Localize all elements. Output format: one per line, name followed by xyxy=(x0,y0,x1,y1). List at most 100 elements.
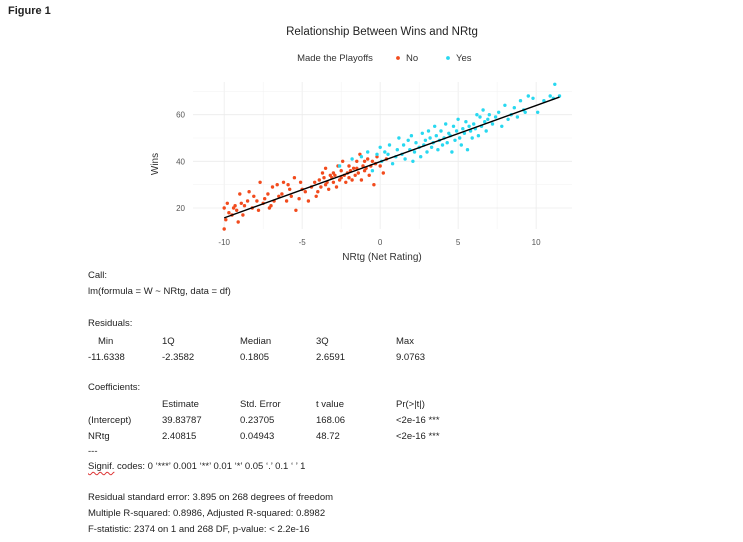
scatter-point-no xyxy=(367,173,371,177)
scatter-point-no xyxy=(323,166,328,170)
scatter-point-yes xyxy=(542,99,546,103)
scatter-point-yes xyxy=(386,152,390,156)
coef-std-error: 0.04943 xyxy=(240,431,275,442)
scatter-point-no xyxy=(362,159,367,163)
scatter-point-yes xyxy=(490,122,495,126)
y-tick-label: 40 xyxy=(176,157,185,166)
x-tick-label: 10 xyxy=(532,238,541,247)
scatter-point-no xyxy=(372,183,376,187)
scatter-point-yes xyxy=(478,115,482,119)
scatter-point-no xyxy=(297,197,301,201)
scatter-point-yes xyxy=(536,110,540,115)
scatter-point-no xyxy=(225,201,229,205)
scatter-point-no xyxy=(320,171,325,175)
scatter-point-yes xyxy=(411,159,415,163)
scatter-point-yes xyxy=(397,136,401,140)
scatter-point-no xyxy=(303,190,307,194)
y-tick-label: 20 xyxy=(176,204,185,213)
scatter-point-yes xyxy=(461,127,465,131)
scatter-point-yes xyxy=(409,134,414,138)
scatter-point-yes xyxy=(423,138,428,142)
scatter-point-no xyxy=(238,192,242,196)
scatter-point-no xyxy=(341,159,345,163)
scatter-point-no xyxy=(241,213,245,217)
scatter-point-yes xyxy=(350,157,354,161)
scatter-point-yes xyxy=(548,94,552,98)
legend-key-yes xyxy=(446,56,450,60)
scatter-point-no xyxy=(247,190,251,194)
residuals-col: Min xyxy=(98,336,114,347)
scatter-point-yes xyxy=(395,148,399,152)
scatter-point-yes xyxy=(526,94,530,98)
scatter-point-no xyxy=(263,197,267,201)
chart-ticks: -10 -5 0 5 10 20 40 60 xyxy=(176,111,541,247)
scatter-point-yes xyxy=(428,136,432,140)
scatter-point-yes xyxy=(406,138,410,142)
coef-col: Std. Error xyxy=(240,399,281,410)
scatter-point-yes xyxy=(429,145,434,149)
residuals-col: 3Q xyxy=(316,336,329,347)
scatter-point-yes xyxy=(387,143,392,147)
scatter-point-no xyxy=(277,194,281,198)
scatter-point-yes xyxy=(433,124,437,128)
scatter-point-no xyxy=(316,190,320,194)
scatter-point-yes xyxy=(454,129,459,133)
scatter-point-yes xyxy=(444,122,448,126)
coef-col: t value xyxy=(316,399,344,410)
scatter-point-yes xyxy=(378,145,382,149)
scatter-point-no xyxy=(239,201,243,205)
scatter-point-yes xyxy=(450,150,454,154)
x-axis-title: NRtg (Net Rating) xyxy=(342,252,421,263)
coef-t-value: 48.72 xyxy=(316,431,340,442)
x-tick-label: -10 xyxy=(218,238,230,247)
scatter-point-yes xyxy=(515,115,520,119)
scatter-point-yes xyxy=(451,124,456,128)
scatter-point-no xyxy=(281,180,286,184)
scatter-point-yes xyxy=(445,141,449,145)
scatter-point-no xyxy=(370,159,375,163)
scatter-point-no xyxy=(344,180,348,184)
scatter-point-no xyxy=(224,218,228,222)
scatter-point-no xyxy=(222,206,226,210)
scatter-point-no xyxy=(245,199,250,203)
scatter-point-yes xyxy=(467,124,471,128)
scatter-point-yes xyxy=(412,150,417,154)
x-tick-label: 5 xyxy=(456,238,461,247)
scatter-point-yes xyxy=(425,150,429,154)
coef-p-value: <2e-16 *** xyxy=(396,415,440,426)
scatter-point-no xyxy=(353,173,357,177)
scatter-point-no xyxy=(256,208,261,212)
scatter-point-yes xyxy=(503,103,507,108)
call-header: Call: xyxy=(88,270,108,281)
scatter-point-no xyxy=(355,159,359,163)
coef-col: Pr(>|t|) xyxy=(396,399,425,410)
scatter-point-no xyxy=(366,157,370,161)
scatter-point-yes xyxy=(359,155,364,159)
scatter-point-yes xyxy=(483,120,487,124)
scatter-point-no xyxy=(313,180,317,184)
scatter-point-yes xyxy=(434,134,438,138)
scatter-point-no xyxy=(258,180,262,184)
scatter-point-yes xyxy=(553,82,557,87)
scatter-point-yes xyxy=(436,148,440,152)
x-tick-label: 0 xyxy=(378,238,383,247)
scatter-point-no xyxy=(347,164,351,168)
coef-std-error: 0.23705 xyxy=(240,415,275,426)
f-statistic: F-statistic: 2374 on 1 and 268 DF, p-val… xyxy=(88,524,310,535)
residuals-header: Residuals: xyxy=(88,318,133,329)
residuals-col: 1Q xyxy=(162,336,175,347)
scatter-point-yes xyxy=(383,150,387,154)
scatter-point-yes xyxy=(497,110,501,115)
scatter-point-no xyxy=(294,208,298,212)
scatter-point-no xyxy=(347,176,351,180)
legend-label-no: No xyxy=(406,53,418,64)
coef-estimate: 39.83787 xyxy=(162,415,202,426)
chart-title: Relationship Between Wins and NRtg xyxy=(286,26,478,38)
scatter-point-no xyxy=(375,155,379,159)
signif-codes: Signif. codes: 0 ‘***’ 0.001 ‘**’ 0.01 ‘… xyxy=(88,461,305,472)
scatter-point-no xyxy=(227,211,231,215)
scatter-point-no xyxy=(252,194,256,198)
scatter-point-no xyxy=(381,171,385,175)
y-axis-title: Wins xyxy=(150,153,161,175)
scatter-point-yes xyxy=(458,136,462,140)
